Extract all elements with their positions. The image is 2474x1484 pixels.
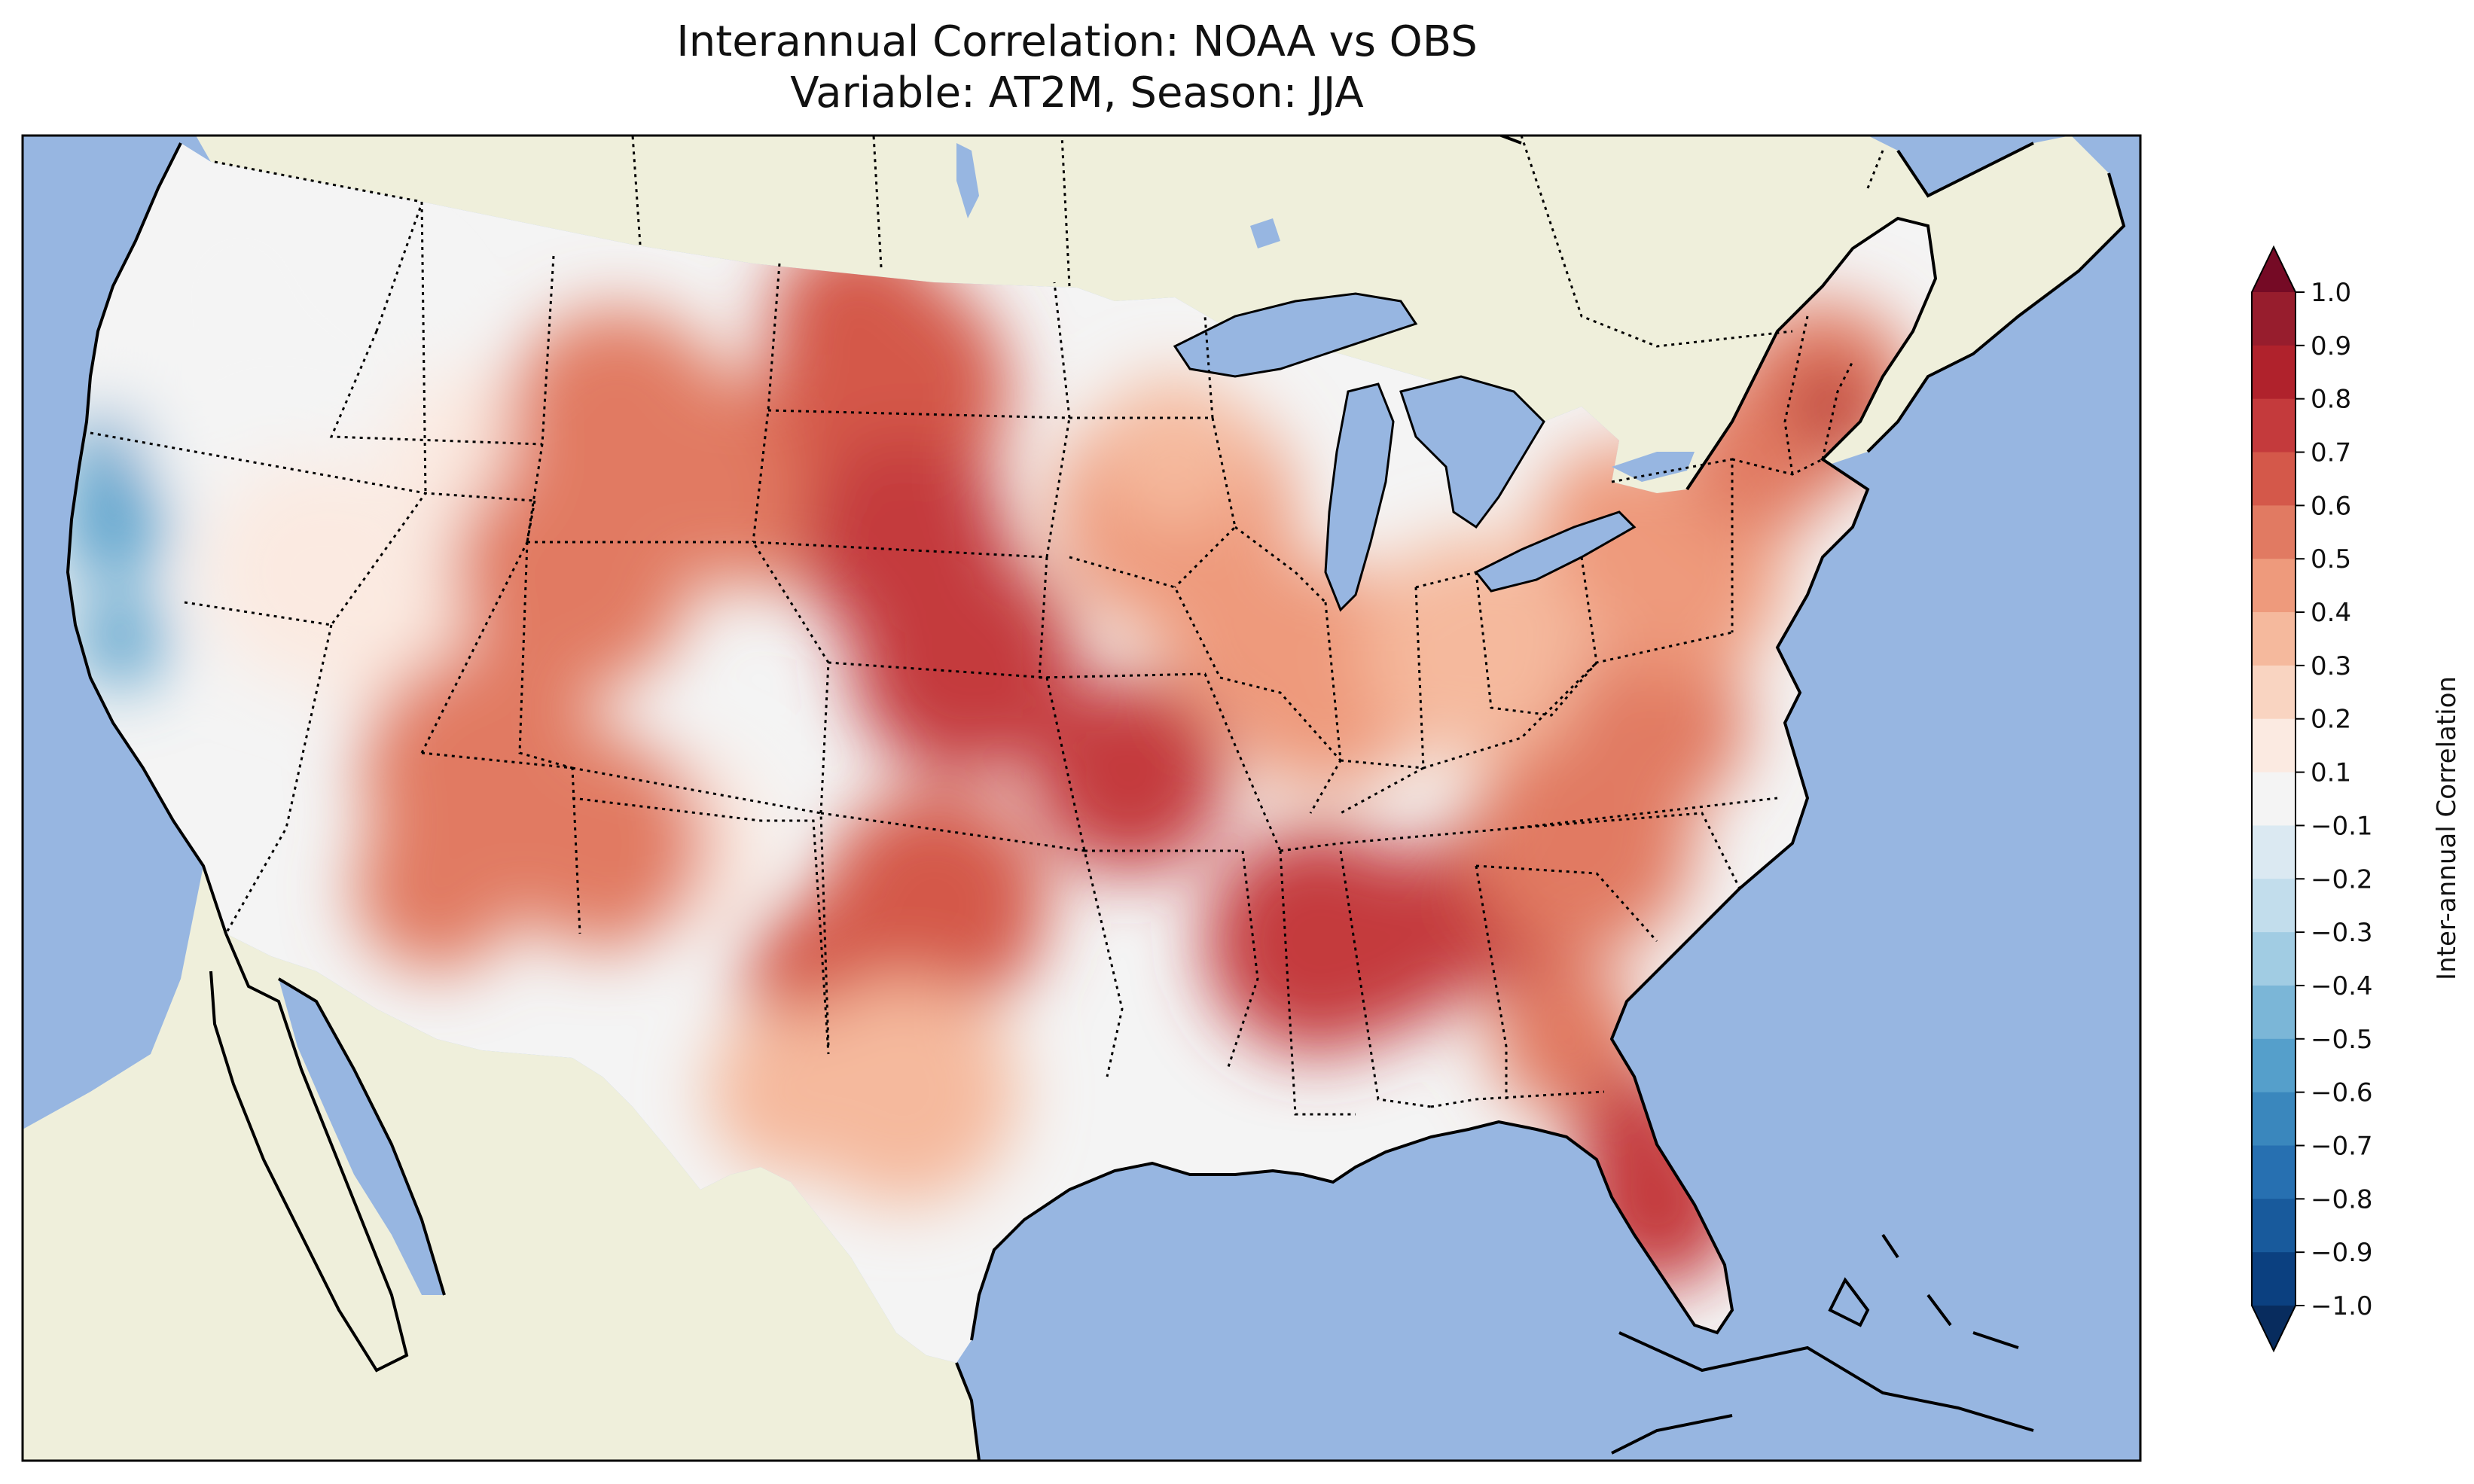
region-new-england-interior xyxy=(1792,369,1868,444)
colorbar-tick-label: 0.4 xyxy=(2311,598,2351,628)
lake-michigan xyxy=(1325,384,1393,610)
colorbar-band-0 xyxy=(2252,292,2296,346)
colorbar-extend-bottom xyxy=(2252,1306,2296,1351)
colorbar-band-7 xyxy=(2252,665,2296,720)
colorbar-tick-label: 0.3 xyxy=(2311,651,2351,681)
region-four-corners-2 xyxy=(354,806,520,971)
colorbar-band-6 xyxy=(2252,612,2296,666)
colorbar-ticks: 1.0 0.9 0.8 0.7 0.6 0.5 0.4 0.3 0.2 0.1 −0.1 −0.2 −0… xyxy=(2296,278,2373,1321)
colorbar-band-10 xyxy=(2252,825,2296,880)
colorbar-band-13 xyxy=(2252,985,2296,1040)
colorbar-tick-label: −0.1 xyxy=(2311,811,2373,841)
state-boundaries xyxy=(90,160,1854,1116)
colorbar-tick-label: −1.0 xyxy=(2311,1291,2373,1321)
title-line-2: Variable: AT2M, Season: JJA xyxy=(790,69,1364,117)
province-boundaries xyxy=(631,136,1884,348)
canada-land xyxy=(196,136,2124,497)
colorbar-tick-label: 0.8 xyxy=(2311,385,2351,415)
colorbar-band-9 xyxy=(2252,772,2296,827)
map-frame xyxy=(21,134,2142,1462)
region-pacific-northwest-2 xyxy=(113,309,279,474)
title-line-1: Interannual Correlation: NOAA vs OBS xyxy=(676,17,1478,66)
colorbar-tick-label: −0.3 xyxy=(2311,918,2373,948)
colorbar-cells xyxy=(2251,245,2296,1353)
region-central-plains-1 xyxy=(798,437,1009,648)
colorbar-band-14 xyxy=(2252,1038,2296,1093)
colorbar-tick-label: −0.7 xyxy=(2311,1131,2373,1161)
lake-superior xyxy=(1175,294,1416,376)
region-texas-gulf-1 xyxy=(708,1009,874,1175)
region-pacific-northwest-1 xyxy=(241,256,437,452)
region-southeast-coast-1 xyxy=(1566,632,1747,813)
region-great-lakes-1 xyxy=(1100,376,1250,527)
baja-peninsula xyxy=(211,971,407,1370)
colorbar-tick-label: −0.2 xyxy=(2311,864,2373,894)
region-rocky-mountains-1 xyxy=(452,452,693,693)
lake-of-the-woods xyxy=(1250,218,1280,248)
lake-huron xyxy=(1401,376,1544,527)
colorbar-band-4 xyxy=(2252,505,2296,560)
region-central-plains-2 xyxy=(1032,678,1228,873)
colorbar-tick-label: 0.5 xyxy=(2311,544,2351,574)
colorbar-tick-label: −0.5 xyxy=(2311,1025,2373,1055)
colorbar-band-11 xyxy=(2252,879,2296,933)
colorbar-band-5 xyxy=(2252,559,2296,613)
colorbar-tick-label: 0.1 xyxy=(2311,758,2351,788)
region-southeast-coast-2 xyxy=(1491,964,1642,1114)
region-california-coast-1 xyxy=(75,595,166,685)
colorbar-tick-label: −0.6 xyxy=(2311,1078,2373,1108)
colorbar-tick-label: 0.7 xyxy=(2311,438,2351,468)
colorbar-tick-label: −0.4 xyxy=(2311,971,2373,1001)
region-four-corners-1 xyxy=(497,738,708,949)
colorbar-extend-top xyxy=(2252,247,2296,292)
great-lakes xyxy=(956,143,1695,610)
lake-winnipeg xyxy=(956,143,979,218)
colorbar-tick-label: 0.9 xyxy=(2311,331,2351,361)
colorbar-band-15 xyxy=(2252,1092,2296,1147)
colorbar-band-3 xyxy=(2252,452,2296,507)
colorbar-tick-label: 0.2 xyxy=(2311,705,2351,735)
colorbar-band-8 xyxy=(2252,718,2296,773)
colorbar-band-2 xyxy=(2252,398,2296,453)
region-california-coast xyxy=(68,474,166,580)
colorbar-band-12 xyxy=(2252,932,2296,986)
colorbar-band-17 xyxy=(2252,1199,2296,1253)
map-title: Interannual Correlation: NOAA vs OBS Var… xyxy=(0,17,2154,119)
colorbar-tick-label: −0.8 xyxy=(2311,1184,2373,1214)
lake-outlines xyxy=(1173,292,1637,612)
region-california-coast-2 xyxy=(68,414,143,489)
region-great-lakes xyxy=(1363,535,1589,760)
lake-ontario xyxy=(1612,452,1695,482)
colorbar-tick-label: 1.0 xyxy=(2311,278,2351,308)
colorbar-band-18 xyxy=(2252,1252,2296,1306)
colorbar-label: Inter-annual Correlation xyxy=(2432,676,2462,980)
coastlines xyxy=(66,136,2126,1461)
colorbar-band-16 xyxy=(2252,1145,2296,1200)
colorbar-tick-label: −0.9 xyxy=(2311,1238,2373,1268)
lake-erie xyxy=(1476,512,1634,591)
colorbar-tick-label: 0.6 xyxy=(2311,491,2351,521)
colorbar-band-1 xyxy=(2252,345,2296,400)
region-midwest-2 xyxy=(1160,542,1341,723)
gulf-of-california xyxy=(279,979,444,1295)
